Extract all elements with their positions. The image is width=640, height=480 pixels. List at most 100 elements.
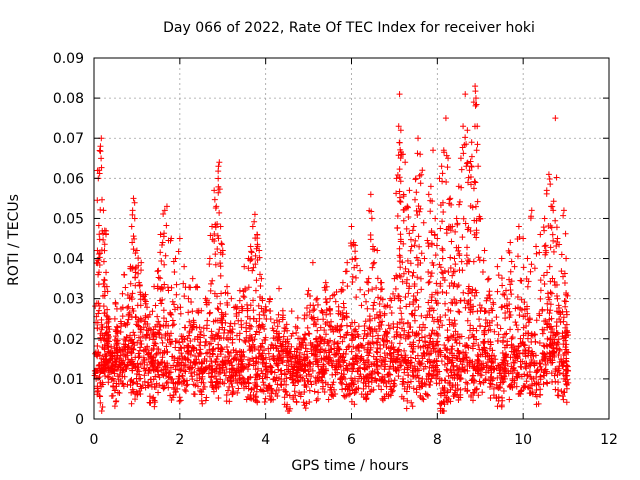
data-point [543, 370, 550, 377]
data-point [394, 212, 401, 219]
data-point [420, 365, 427, 372]
data-point [269, 342, 276, 349]
data-point [184, 381, 191, 388]
data-point [111, 387, 118, 394]
data-point [207, 287, 214, 294]
data-point [168, 284, 175, 291]
data-point [459, 267, 466, 274]
data-point [153, 380, 160, 387]
data-point [160, 315, 167, 322]
data-points [91, 83, 572, 414]
data-point [437, 390, 444, 397]
data-point [313, 397, 320, 404]
data-point [413, 297, 420, 304]
data-point [203, 322, 210, 329]
data-point [205, 364, 212, 371]
data-point [237, 379, 244, 386]
data-point [96, 352, 103, 359]
data-point [252, 360, 259, 367]
data-point [129, 365, 136, 372]
data-point [351, 389, 358, 396]
data-point [238, 324, 245, 331]
data-point [194, 377, 201, 384]
data-point [459, 234, 466, 241]
data-point [133, 321, 140, 328]
data-point [463, 163, 470, 170]
data-point [269, 368, 276, 375]
data-point [165, 369, 172, 376]
data-point [363, 396, 370, 403]
data-point [522, 346, 529, 353]
data-point [144, 361, 151, 368]
data-point [553, 174, 560, 181]
data-point [449, 223, 456, 230]
data-point [404, 332, 411, 339]
data-point [161, 349, 168, 356]
data-point [368, 374, 375, 381]
data-point [500, 387, 507, 394]
data-point [456, 201, 463, 208]
data-point [336, 346, 343, 353]
data-point [228, 380, 235, 387]
data-point [206, 362, 213, 369]
data-point [157, 275, 164, 282]
data-point [430, 367, 437, 374]
data-point [480, 344, 487, 351]
data-point [541, 215, 548, 222]
data-point [408, 243, 415, 250]
data-point [437, 349, 444, 356]
data-point [119, 304, 126, 311]
data-point [506, 249, 513, 256]
data-point [432, 364, 439, 371]
data-point [473, 234, 480, 241]
data-point [473, 147, 480, 154]
data-point [487, 338, 494, 345]
data-point [563, 290, 570, 297]
data-point [475, 254, 482, 261]
data-point [130, 388, 137, 395]
data-point [413, 189, 420, 196]
data-point [128, 223, 135, 230]
data-point [262, 366, 269, 373]
data-point [212, 204, 219, 211]
data-point [121, 336, 128, 343]
data-point [565, 349, 572, 356]
data-point [451, 375, 458, 382]
data-point [393, 175, 400, 182]
data-point [255, 347, 262, 354]
data-point [547, 244, 554, 251]
data-point [549, 326, 556, 333]
data-point [501, 368, 508, 375]
data-point [542, 357, 549, 364]
data-point [250, 297, 257, 304]
data-point [321, 355, 328, 362]
data-point [127, 378, 134, 385]
data-point [371, 299, 378, 306]
data-point [96, 307, 103, 314]
data-point [451, 296, 458, 303]
data-point [397, 178, 404, 185]
data-point [503, 287, 509, 294]
data-point [533, 386, 540, 393]
data-point [95, 300, 102, 307]
data-point [339, 386, 346, 393]
data-point [359, 342, 366, 349]
data-point [352, 242, 359, 249]
data-point [500, 378, 507, 385]
data-point [391, 382, 398, 389]
data-point [380, 342, 387, 349]
data-point [279, 359, 286, 366]
data-point [223, 391, 230, 398]
data-point [100, 258, 107, 265]
data-point [340, 350, 347, 357]
data-point [156, 374, 163, 381]
data-point [544, 300, 551, 307]
data-point [537, 287, 544, 294]
data-point [159, 339, 166, 346]
data-point [412, 237, 419, 244]
data-point [421, 380, 428, 387]
data-point [295, 367, 302, 374]
data-point [236, 297, 243, 304]
data-point [513, 383, 520, 390]
data-point [268, 364, 275, 371]
